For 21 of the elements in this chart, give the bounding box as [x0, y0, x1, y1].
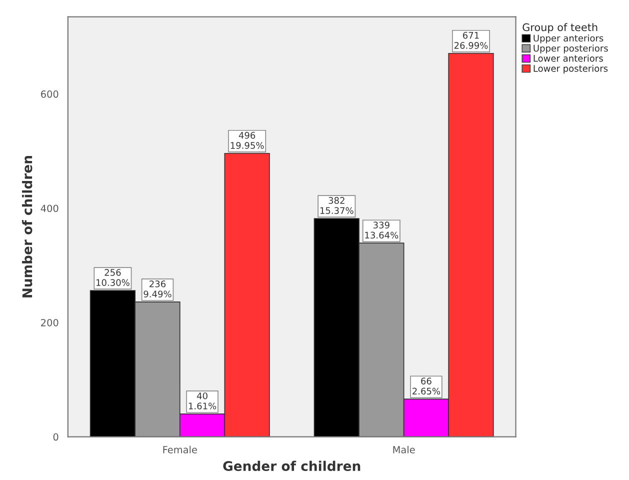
legend-label: Upper anteriors [534, 34, 604, 44]
data-label: 66 2.65% [412, 378, 440, 395]
y-tick-label: 400 [40, 204, 58, 212]
legend-title: Group of teeth [522, 23, 598, 34]
data-label: 256 10.30% [96, 269, 130, 286]
legend-label: Lower anteriors [534, 54, 603, 62]
data-label: 496 19.95% [230, 132, 264, 149]
x-tick-label: Male [393, 446, 415, 454]
data-label: 339 13.64% [365, 222, 398, 239]
y-axis-title: Number of children [22, 156, 32, 298]
data-label: 40 1.61% [188, 392, 216, 410]
data-label: 236 9.49% [144, 280, 172, 298]
y-tick-label: 600 [41, 90, 58, 98]
data-label: 671 26.99% [454, 32, 488, 49]
legend-label: Lower posteriors [534, 64, 608, 74]
y-tick-label: 200 [41, 318, 58, 326]
legend-label: Upper posteriors [534, 44, 608, 54]
y-tick-label: 0 [53, 433, 58, 441]
x-tick-label: Female [163, 446, 197, 454]
x-axis-title: Gender of children [223, 460, 360, 472]
data-label: 382 15.37% [320, 197, 354, 214]
